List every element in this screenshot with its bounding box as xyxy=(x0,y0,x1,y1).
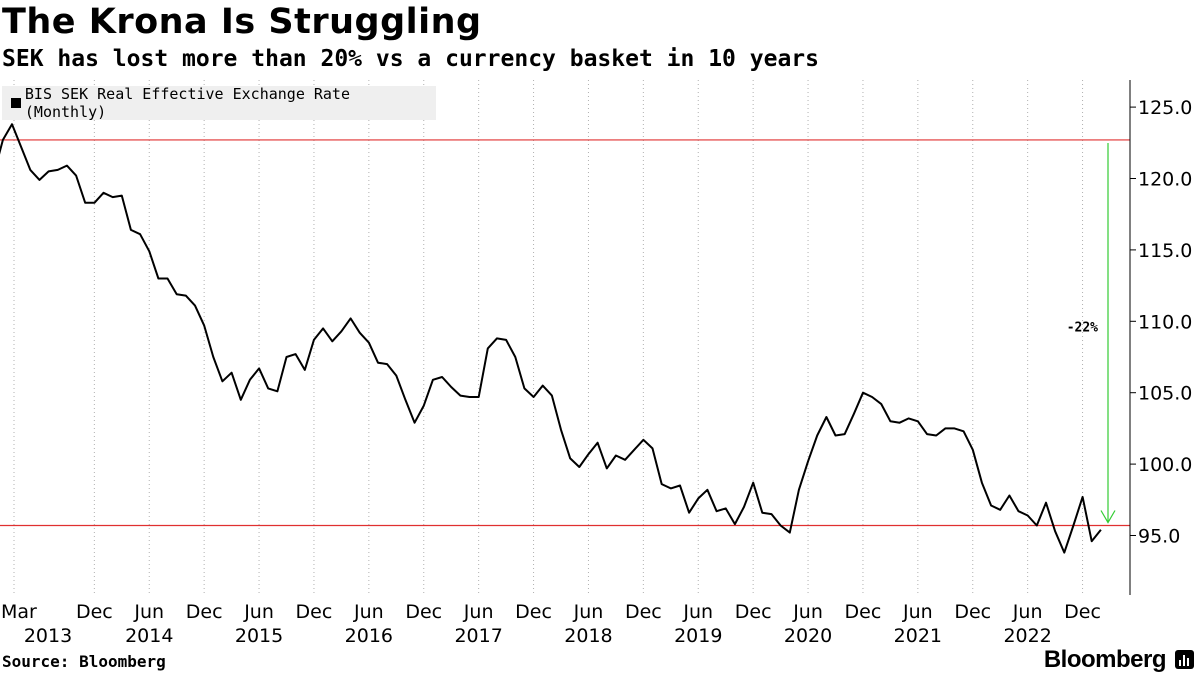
x-year-label: 2022 xyxy=(1003,625,1051,647)
brand-logo-text: Bloomberg xyxy=(1043,646,1167,673)
x-year-label: 2013 xyxy=(24,625,72,647)
chart-subtitle: SEK has lost more than 20% vs a currency… xyxy=(2,46,819,72)
y-tick-label: 120.0 xyxy=(1138,169,1192,191)
x-tick-label: Dec xyxy=(954,601,991,623)
x-tick-label: Jun xyxy=(1012,601,1043,623)
annotation-arrowhead xyxy=(1100,510,1116,524)
source-note: Source: Bloomberg xyxy=(2,652,166,671)
y-tick-label: 105.0 xyxy=(1138,383,1192,405)
y-tick-label: 115.0 xyxy=(1138,240,1192,262)
x-year-label: 2018 xyxy=(564,625,612,647)
x-year-label: 2020 xyxy=(784,625,832,647)
x-year-label: 2016 xyxy=(345,625,393,647)
x-year-label: 2019 xyxy=(674,625,722,647)
y-tick-label: 125.0 xyxy=(1138,97,1192,119)
bar-chart-icon xyxy=(1175,650,1194,669)
x-tick-label: Jun xyxy=(243,601,274,623)
x-tick-label: Dec xyxy=(1064,601,1101,623)
x-tick-label: Jun xyxy=(902,601,933,623)
y-tick-label: 110.0 xyxy=(1138,311,1192,333)
x-tick-label: Jun xyxy=(353,601,384,623)
x-year-label: 2021 xyxy=(894,625,942,647)
x-tick-label: Jun xyxy=(463,601,494,623)
annotation-group: -22% xyxy=(1067,142,1116,524)
x-year-label: 2015 xyxy=(235,625,283,647)
annotation-label: -22% xyxy=(1067,321,1098,336)
grid-lines xyxy=(13,80,1084,595)
x-tick-label: Dec xyxy=(625,601,662,623)
x-tick-label: Dec xyxy=(76,601,113,623)
x-tick-label: Jun xyxy=(682,601,713,623)
x-tick-label: Dec xyxy=(405,601,442,623)
x-tick-label: Dec xyxy=(735,601,772,623)
x-year-label: 2014 xyxy=(125,625,173,647)
y-axis: 95.0 100.0 105.0 110.0 115.0 120.0 125.0 xyxy=(1129,80,1192,595)
x-tick-label: Dec xyxy=(186,601,223,623)
y-tick-label: 95.0 xyxy=(1138,526,1180,548)
reference-lines xyxy=(0,139,1130,527)
x-tick-label: Jun xyxy=(792,601,823,623)
x-tick-label: Mar xyxy=(1,601,37,623)
x-tick-label: Dec xyxy=(845,601,882,623)
series-line xyxy=(0,123,1102,554)
legend-label: BIS SEK Real Effective Exchange Rate (Mo… xyxy=(24,85,350,121)
x-tick-label: Dec xyxy=(296,601,333,623)
x-tick-label: Jun xyxy=(573,601,604,623)
y-tick-label: 100.0 xyxy=(1138,454,1192,476)
x-tick-label: Dec xyxy=(515,601,552,623)
x-tick-label: Jun xyxy=(133,601,164,623)
legend-swatch xyxy=(11,98,21,108)
legend: BIS SEK Real Effective Exchange Rate (Mo… xyxy=(2,85,436,121)
chart-title: The Krona Is Struggling xyxy=(2,2,482,42)
x-year-label: 2017 xyxy=(454,625,502,647)
series-line-group xyxy=(0,123,1102,554)
